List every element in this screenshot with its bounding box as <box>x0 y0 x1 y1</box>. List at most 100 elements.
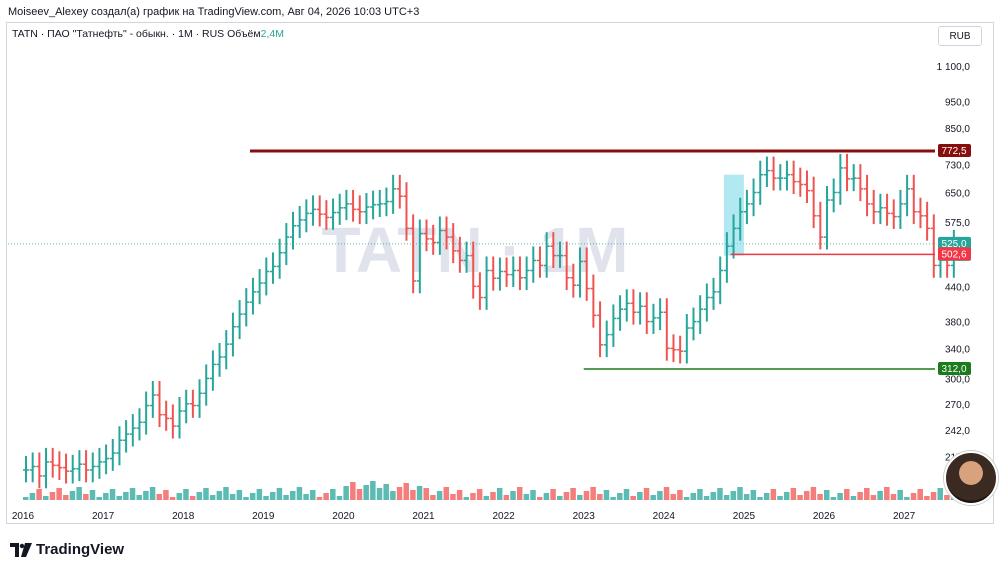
volume-bar <box>63 495 69 500</box>
x-axis-tick-label: 2022 <box>492 511 515 522</box>
volume-bar <box>583 491 590 500</box>
volume-bar <box>89 490 96 500</box>
volume-bar <box>463 497 470 500</box>
volume-bar <box>917 489 923 500</box>
volume-bar <box>670 494 676 500</box>
volume-label: Объём <box>227 28 261 40</box>
volume-bar <box>310 490 316 500</box>
y-axis-tick-label: 340,0 <box>945 344 970 355</box>
volume-bar <box>663 487 670 500</box>
y-axis-tick-label: 575,0 <box>945 218 970 229</box>
volume-bar <box>336 496 343 500</box>
volume-bar <box>430 495 436 500</box>
volume-bar <box>623 489 630 500</box>
volume-bar <box>637 492 643 500</box>
price-label-box <box>938 362 971 375</box>
volume-bar <box>143 491 149 500</box>
volume-bar <box>577 495 583 500</box>
volume-bar <box>396 487 403 500</box>
volume-bar <box>817 494 823 500</box>
volume-bar <box>56 488 62 500</box>
volume-bar <box>29 493 36 500</box>
volume-bar <box>783 492 790 500</box>
x-axis-tick-label: 2017 <box>92 511 115 522</box>
volume-bar <box>650 495 656 500</box>
volume-bar <box>897 490 903 500</box>
volume-bar <box>837 493 843 500</box>
volume-bar <box>657 491 663 500</box>
volume-bar <box>176 493 183 500</box>
volume-bar <box>383 484 389 500</box>
volume-bar <box>296 487 303 500</box>
volume-bar <box>49 492 56 500</box>
x-axis-tick-label: 2025 <box>733 511 756 522</box>
y-axis-tick-label: 850,0 <box>945 124 970 135</box>
chart-author-header: Moiseev_Alexey создал(а) график на Tradi… <box>8 6 420 18</box>
volume-bar <box>510 491 516 500</box>
x-axis-tick-label: 2026 <box>813 511 836 522</box>
volume-bar <box>683 497 690 500</box>
volume-bar <box>824 490 830 500</box>
volume-bar <box>209 495 216 500</box>
volume-bar <box>884 487 890 500</box>
volume-bar <box>516 487 523 500</box>
volume-bar <box>476 489 483 500</box>
volume-bar <box>590 487 596 500</box>
volume-bar <box>503 495 510 500</box>
volume-bar <box>743 494 750 500</box>
volume-bar <box>844 489 850 500</box>
volume-bar <box>803 491 810 500</box>
volume-bar <box>229 494 236 500</box>
volume-bar <box>617 493 623 500</box>
volume-bar <box>350 482 356 500</box>
volume-bar <box>316 497 323 500</box>
volume-bar <box>243 497 249 500</box>
volume-bar <box>43 496 49 500</box>
volume-bar <box>530 490 536 500</box>
volume-bar <box>410 490 416 500</box>
tradingview-logo[interactable]: TradingView <box>10 541 124 558</box>
volume-bar <box>416 486 423 500</box>
price-label: 772,5 <box>941 146 966 157</box>
price-label-box <box>938 247 971 261</box>
volume-bar <box>550 489 556 500</box>
volume-bar <box>850 496 857 500</box>
volume-bar <box>263 496 269 500</box>
y-axis-tick-label: 270,0 <box>945 400 970 411</box>
volume-bar <box>710 492 717 500</box>
volume-bar <box>570 488 576 500</box>
volume-bar <box>196 492 203 500</box>
volume-bar <box>256 489 263 500</box>
volume-bar <box>810 487 817 500</box>
volume-bar <box>630 496 636 500</box>
volume-bar <box>423 488 429 500</box>
volume-bar <box>236 490 243 500</box>
volume-bar <box>610 497 616 500</box>
volume-bar <box>723 495 730 500</box>
volume-bar <box>23 497 29 500</box>
x-axis-tick-label: 2024 <box>653 511 676 522</box>
volume-bar <box>223 487 229 500</box>
y-axis-tick-label: 730,0 <box>945 161 970 172</box>
volume-bar <box>690 493 696 500</box>
y-axis-tick-label: 950,0 <box>945 97 970 108</box>
volume-bar <box>323 493 329 500</box>
currency-selector[interactable]: RUB <box>938 26 982 46</box>
volume-bar <box>750 490 757 500</box>
volume-bar <box>443 487 450 500</box>
volume-bar <box>96 497 102 500</box>
volume-bar <box>603 490 610 500</box>
x-axis-tick-label: 2027 <box>893 511 916 522</box>
volume-bar <box>370 481 376 500</box>
volume-bar <box>924 496 930 500</box>
volume-bar <box>69 491 76 500</box>
volume-bar <box>703 496 710 500</box>
volume-bar <box>757 497 763 500</box>
volume-bar <box>563 492 570 500</box>
symbol-text: TATN · ПАО "Татнефть" - обыкн. · 1М · RU… <box>12 28 225 40</box>
volume-bar <box>183 489 189 500</box>
volume-bar <box>376 488 383 500</box>
y-axis-tick-label: 650,0 <box>945 189 970 200</box>
volume-bar <box>456 490 463 500</box>
